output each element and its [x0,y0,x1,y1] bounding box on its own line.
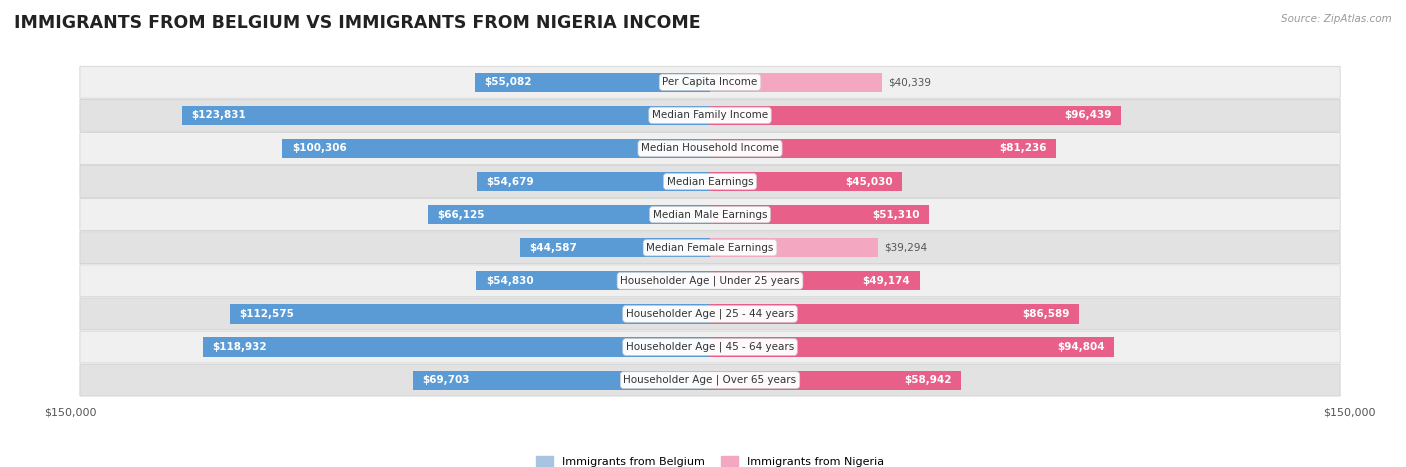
Bar [710,73,882,92]
Text: Per Capita Income: Per Capita Income [662,77,758,87]
Text: $100,306: $100,306 [292,143,347,154]
Bar [710,338,1115,357]
Legend: Immigrants from Belgium, Immigrants from Nigeria: Immigrants from Belgium, Immigrants from… [531,452,889,467]
Text: $54,830: $54,830 [486,276,533,286]
Bar [710,139,1056,158]
Text: Median Male Earnings: Median Male Earnings [652,210,768,219]
Bar [710,106,1122,125]
Text: $58,942: $58,942 [904,375,952,385]
FancyBboxPatch shape [80,265,1340,297]
Text: Median Family Income: Median Family Income [652,110,768,120]
Bar [413,370,710,389]
Text: $86,589: $86,589 [1022,309,1070,319]
Text: Median Earnings: Median Earnings [666,177,754,186]
Text: $49,174: $49,174 [862,276,910,286]
Text: $123,831: $123,831 [191,110,246,120]
Text: $112,575: $112,575 [239,309,294,319]
Text: Householder Age | 45 - 64 years: Householder Age | 45 - 64 years [626,342,794,352]
FancyBboxPatch shape [80,198,1340,231]
Text: $39,294: $39,294 [884,243,927,253]
Bar [477,172,710,191]
Bar [475,73,710,92]
FancyBboxPatch shape [80,331,1340,363]
Text: Householder Age | 25 - 44 years: Householder Age | 25 - 44 years [626,309,794,319]
FancyBboxPatch shape [80,66,1340,98]
Text: IMMIGRANTS FROM BELGIUM VS IMMIGRANTS FROM NIGERIA INCOME: IMMIGRANTS FROM BELGIUM VS IMMIGRANTS FR… [14,14,700,32]
FancyBboxPatch shape [80,364,1340,396]
Text: $81,236: $81,236 [1000,143,1047,154]
FancyBboxPatch shape [80,99,1340,131]
Bar [427,205,710,224]
Text: Median Female Earnings: Median Female Earnings [647,243,773,253]
Bar [231,304,710,324]
FancyBboxPatch shape [80,166,1340,198]
Text: $40,339: $40,339 [889,77,931,87]
Text: $51,310: $51,310 [872,210,920,219]
Text: $44,587: $44,587 [530,243,578,253]
Text: Householder Age | Under 25 years: Householder Age | Under 25 years [620,276,800,286]
Text: $66,125: $66,125 [437,210,485,219]
Bar [477,271,710,290]
Text: Source: ZipAtlas.com: Source: ZipAtlas.com [1281,14,1392,24]
Text: $96,439: $96,439 [1064,110,1112,120]
Bar [520,238,710,257]
Bar [181,106,710,125]
Text: $45,030: $45,030 [845,177,893,186]
Bar [710,172,903,191]
Text: Householder Age | Over 65 years: Householder Age | Over 65 years [623,375,797,385]
Text: $94,804: $94,804 [1057,342,1105,352]
Bar [283,139,710,158]
Bar [710,304,1080,324]
Bar [710,205,929,224]
Text: $54,679: $54,679 [486,177,534,186]
Bar [710,370,962,389]
Text: Median Household Income: Median Household Income [641,143,779,154]
Bar [710,238,877,257]
FancyBboxPatch shape [80,133,1340,164]
Bar [202,338,710,357]
Text: $118,932: $118,932 [212,342,267,352]
FancyBboxPatch shape [80,298,1340,330]
FancyBboxPatch shape [80,232,1340,264]
Text: $69,703: $69,703 [422,375,470,385]
Bar [710,271,920,290]
Text: $55,082: $55,082 [485,77,533,87]
